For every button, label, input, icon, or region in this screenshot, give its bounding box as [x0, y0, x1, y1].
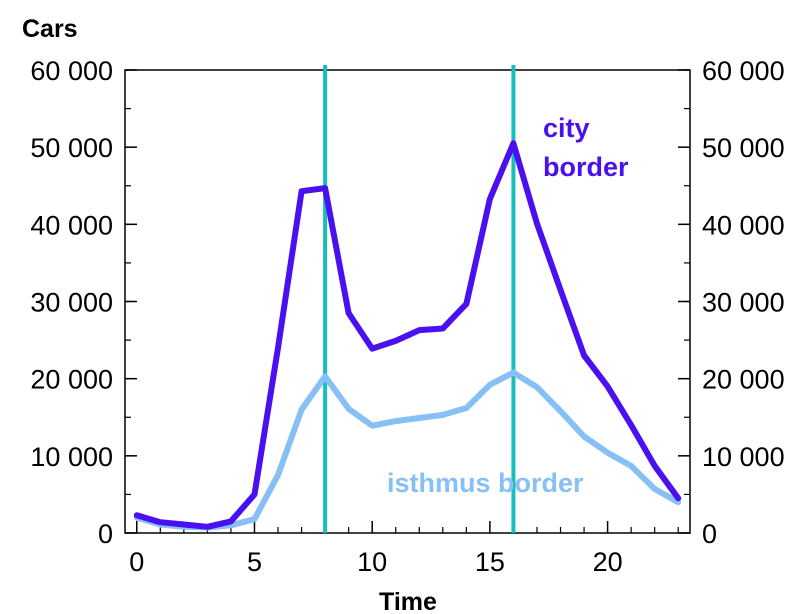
plot-frame	[124, 69, 691, 534]
y-tick-label-left: 0	[98, 519, 113, 549]
x-tick-label: 10	[357, 547, 387, 577]
series-line-isthmus-border	[133, 369, 682, 531]
y-tick-label-right: 60 000	[702, 56, 785, 86]
y-tick-label-right: 20 000	[702, 365, 785, 395]
y-tick-label-left: 40 000	[30, 210, 113, 240]
y-tick-label-right: 10 000	[702, 442, 785, 472]
y-tick-label-left: 30 000	[30, 288, 113, 318]
y-tick-label-right: 0	[702, 519, 717, 549]
y-tick-label-right: 30 000	[702, 288, 785, 318]
y-tick-label-left: 60 000	[30, 56, 113, 86]
series-label-city-line1: city	[543, 113, 590, 143]
y-tick-label-left: 20 000	[30, 365, 113, 395]
x-tick-label: 0	[129, 547, 144, 577]
x-tick-label: 15	[475, 547, 505, 577]
y-tick-label-right: 40 000	[702, 210, 785, 240]
y-tick-label-right: 50 000	[702, 133, 785, 163]
y-tick-label-left: 50 000	[30, 133, 113, 163]
x-axis-title: Time	[379, 588, 437, 614]
x-tick-label: 20	[593, 547, 623, 577]
y-axis-title: Cars	[22, 15, 78, 43]
series-label-isthmus: isthmus border	[387, 468, 584, 498]
series-label-city-line2: border	[543, 152, 629, 182]
x-tick-label: 5	[247, 547, 262, 577]
series-line-city-border	[133, 140, 682, 530]
y-tick-label-left: 10 000	[30, 442, 113, 472]
